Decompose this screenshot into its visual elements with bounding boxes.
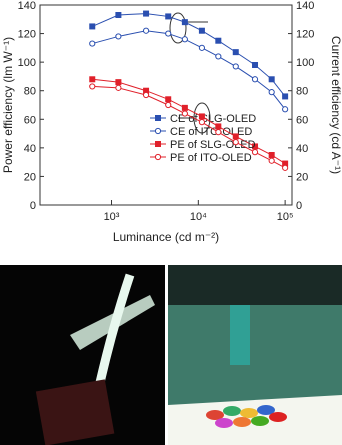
legend-marker (154, 127, 162, 135)
y-tick-label: 40 (24, 143, 36, 155)
glow (230, 305, 250, 365)
y2-tick-label: 80 (296, 86, 308, 98)
y2-tick-label: 0 (296, 200, 302, 212)
y-tick-label: 0 (30, 200, 36, 212)
annotation-ellipse (169, 12, 187, 44)
point (282, 106, 289, 113)
legend-label: PE of SLG-OLED (170, 139, 256, 151)
legend-label: CE of SLG-OLED (170, 113, 256, 125)
point (181, 104, 188, 111)
legend-marker (154, 153, 162, 161)
point (115, 84, 122, 91)
point (282, 164, 289, 171)
point (232, 49, 239, 56)
series-line (92, 30, 286, 110)
y2-axis-label: Current efficiency (cd A⁻¹) (329, 36, 342, 174)
point (282, 93, 289, 100)
point (232, 139, 239, 146)
point (198, 44, 206, 51)
point (181, 36, 188, 43)
y-tick-label: 140 (18, 0, 36, 12)
x-tick-label: 10³ (104, 211, 120, 223)
y2-tick-label: 140 (296, 0, 314, 12)
point (89, 23, 96, 30)
chart: Luminance (cd m⁻²) Power efficiency (lm … (1, 0, 342, 244)
holder (35, 379, 115, 445)
point (252, 143, 259, 150)
point (215, 37, 222, 44)
point (215, 53, 222, 60)
point (198, 119, 206, 126)
y2-tick-label: 100 (296, 57, 314, 69)
point (232, 133, 239, 140)
legend-label: PE of ITO-OLED (170, 152, 252, 164)
point (268, 76, 275, 83)
point (268, 89, 275, 96)
point (143, 10, 150, 17)
y-tick-label: 120 (18, 29, 36, 41)
point (268, 157, 275, 164)
point (232, 63, 239, 70)
y-tick-label: 80 (24, 86, 36, 98)
x-tick-label: 10⁴ (190, 211, 207, 223)
point (89, 40, 96, 47)
y2-tick-label: 40 (296, 143, 308, 155)
legend-marker (155, 141, 161, 147)
y2-tick-label: 60 (296, 114, 308, 126)
y-tick-label: 100 (18, 57, 36, 69)
point (115, 33, 122, 40)
y-tick-label: 60 (24, 114, 36, 126)
point (252, 62, 259, 68)
point (268, 152, 275, 158)
point (215, 123, 222, 130)
point (198, 27, 205, 34)
point (89, 83, 96, 90)
point (115, 79, 122, 86)
candies (206, 405, 287, 428)
legend-label: CE of ITO-OLED (170, 126, 252, 138)
point (251, 76, 259, 83)
fixture (168, 265, 342, 305)
point (181, 19, 188, 26)
y2-tick-label: 20 (296, 171, 308, 183)
point (142, 27, 150, 34)
x-axis-label: Luminance (cd m⁻²) (113, 230, 219, 244)
point (215, 129, 222, 136)
point (165, 30, 172, 37)
point (165, 101, 172, 109)
point (115, 12, 122, 18)
point (142, 91, 150, 99)
point (89, 76, 96, 83)
point (198, 113, 205, 120)
plot-frame (39, 4, 293, 206)
y-axis-label: Power efficiency (lm W⁻¹) (1, 37, 15, 173)
point (165, 13, 172, 20)
legend-marker (155, 115, 161, 121)
point (165, 96, 172, 103)
point (181, 110, 188, 117)
y2-tick-label: 120 (296, 29, 314, 41)
x-tick-label: 10⁵ (277, 211, 294, 223)
photos (0, 265, 342, 445)
point (251, 149, 259, 156)
y-tick-label: 20 (24, 171, 36, 183)
